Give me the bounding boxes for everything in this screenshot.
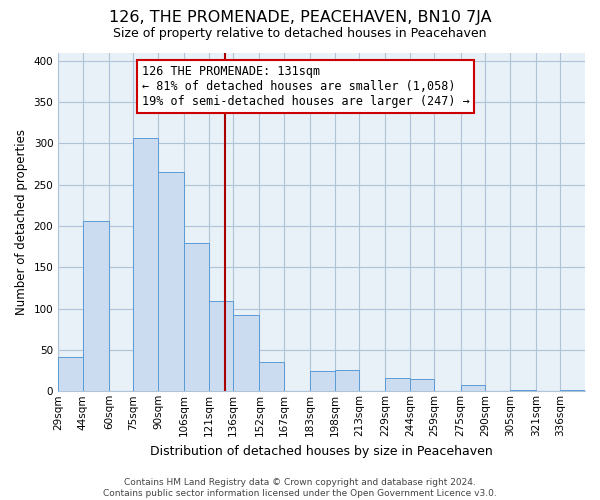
Text: 126, THE PROMENADE, PEACEHAVEN, BN10 7JA: 126, THE PROMENADE, PEACEHAVEN, BN10 7JA <box>109 10 491 25</box>
Bar <box>158 172 184 392</box>
Bar <box>385 378 410 392</box>
X-axis label: Distribution of detached houses by size in Peacehaven: Distribution of detached houses by size … <box>150 444 493 458</box>
Text: 126 THE PROMENADE: 131sqm
← 81% of detached houses are smaller (1,058)
19% of se: 126 THE PROMENADE: 131sqm ← 81% of detac… <box>142 65 469 108</box>
Bar <box>461 386 485 392</box>
Bar <box>259 362 284 392</box>
Bar <box>209 301 233 392</box>
Bar <box>310 372 335 392</box>
Bar <box>233 315 259 392</box>
Bar <box>133 138 158 392</box>
Text: Contains HM Land Registry data © Crown copyright and database right 2024.
Contai: Contains HM Land Registry data © Crown c… <box>103 478 497 498</box>
Bar <box>83 221 109 392</box>
Y-axis label: Number of detached properties: Number of detached properties <box>15 129 28 315</box>
Bar <box>335 370 359 392</box>
Text: Size of property relative to detached houses in Peacehaven: Size of property relative to detached ho… <box>113 28 487 40</box>
Bar <box>184 244 209 392</box>
Bar <box>58 356 83 392</box>
Bar <box>560 390 585 392</box>
Bar <box>510 390 536 392</box>
Bar <box>410 379 434 392</box>
